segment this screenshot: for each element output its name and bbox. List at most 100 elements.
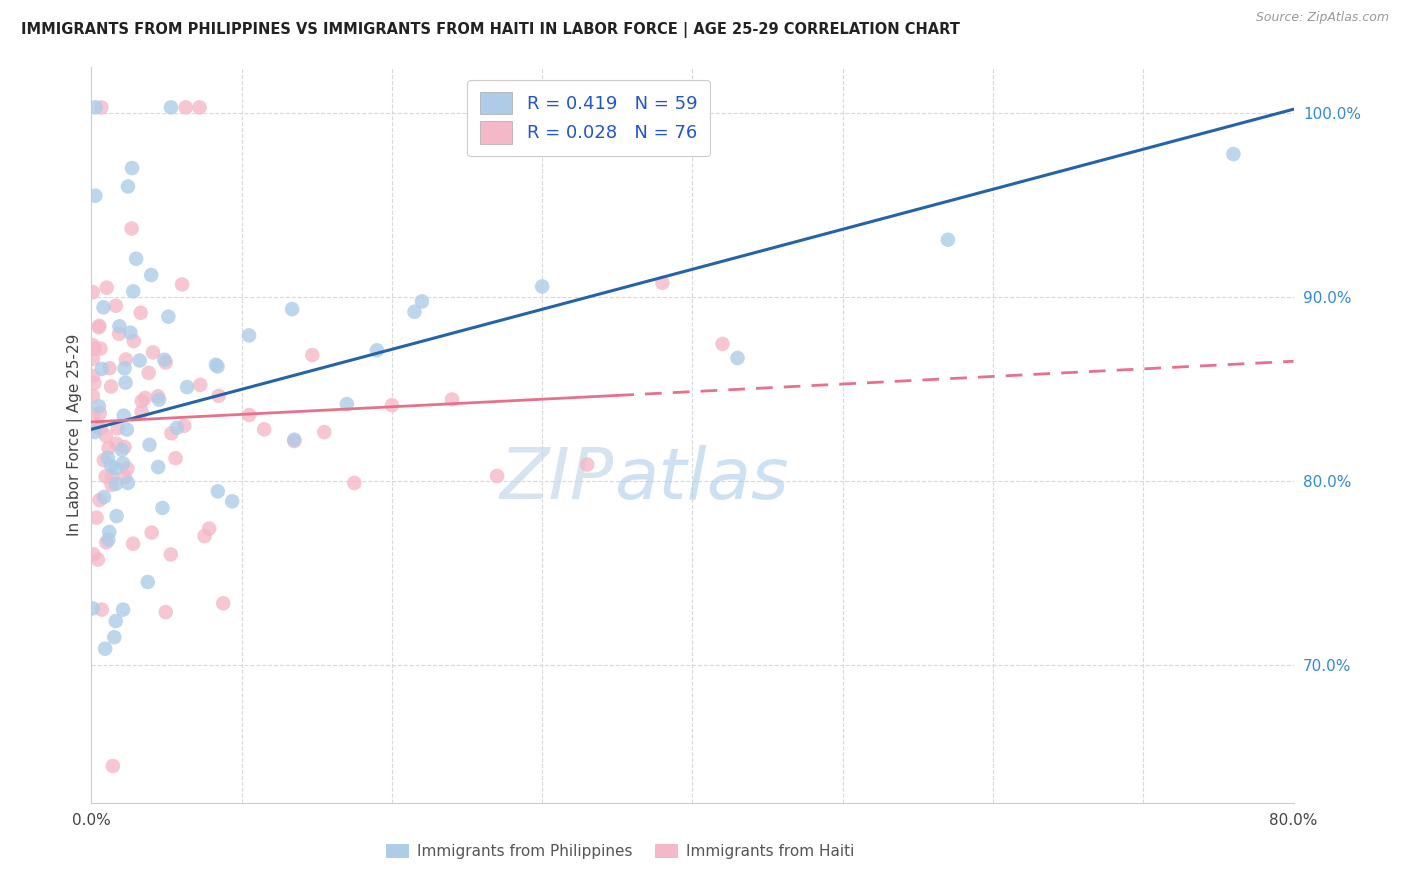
Point <box>105 509 128 524</box>
Point <box>112 602 135 616</box>
Point <box>114 361 136 376</box>
Text: IMMIGRANTS FROM PHILIPPINES VS IMMIGRANTS FROM HAITI IN LABOR FORCE | AGE 25-29 : IMMIGRANTS FROM PHILIPPINES VS IMMIGRANT… <box>21 22 960 38</box>
Point <box>727 351 749 365</box>
Point <box>238 328 260 343</box>
Point <box>90 362 112 376</box>
Point <box>411 294 433 309</box>
Point <box>122 334 145 348</box>
Text: atlas: atlas <box>614 444 789 514</box>
Point <box>82 601 104 615</box>
Point <box>138 366 160 380</box>
Point <box>108 326 131 341</box>
Point <box>105 436 128 450</box>
Point <box>90 602 112 616</box>
Point <box>301 348 323 362</box>
Point <box>89 493 111 508</box>
Point <box>89 318 111 333</box>
Point <box>86 510 108 524</box>
Point <box>114 440 136 454</box>
Point <box>128 353 150 368</box>
Point <box>82 351 104 366</box>
Point <box>100 469 122 483</box>
Point <box>155 605 177 619</box>
Point <box>94 429 117 443</box>
Point <box>93 490 115 504</box>
Point <box>174 100 197 114</box>
Point <box>142 345 165 359</box>
Point <box>97 533 120 547</box>
Point <box>283 434 305 448</box>
Point <box>404 305 426 319</box>
Point <box>343 475 366 490</box>
Point <box>131 405 153 419</box>
Point <box>138 438 160 452</box>
Point <box>89 342 111 356</box>
Point <box>238 408 260 422</box>
Point <box>94 469 117 483</box>
Point <box>283 433 305 447</box>
Point <box>86 420 108 434</box>
Point <box>486 469 509 483</box>
Point <box>159 548 181 562</box>
Point <box>576 458 599 472</box>
Point <box>98 361 121 376</box>
Point <box>198 522 221 536</box>
Point <box>117 461 139 475</box>
Point <box>120 326 142 340</box>
Point <box>152 500 174 515</box>
Y-axis label: In Labor Force | Age 25-29: In Labor Force | Age 25-29 <box>67 334 83 536</box>
Point <box>146 389 169 403</box>
Point <box>84 100 107 114</box>
Point <box>93 453 115 467</box>
Point <box>193 529 215 543</box>
Point <box>121 161 143 175</box>
Point <box>97 450 120 465</box>
Point <box>82 338 104 352</box>
Point <box>82 285 104 300</box>
Point <box>207 484 229 499</box>
Point <box>96 535 118 549</box>
Point <box>82 548 104 562</box>
Point <box>114 470 136 484</box>
Point <box>208 389 231 403</box>
Point <box>314 425 336 439</box>
Point <box>117 475 139 490</box>
Point <box>87 320 110 334</box>
Point <box>87 399 110 413</box>
Point <box>96 280 118 294</box>
Point <box>131 394 153 409</box>
Point <box>141 525 163 540</box>
Point <box>112 456 135 470</box>
Point <box>122 536 145 550</box>
Point <box>87 552 110 566</box>
Point <box>84 425 107 439</box>
Point <box>83 342 105 356</box>
Point <box>122 285 145 299</box>
Point <box>121 221 143 235</box>
Point <box>90 421 112 435</box>
Point <box>111 442 134 457</box>
Legend: Immigrants from Philippines, Immigrants from Haiti: Immigrants from Philippines, Immigrants … <box>380 838 860 865</box>
Point <box>104 461 127 475</box>
Point <box>125 252 148 266</box>
Point <box>83 376 105 391</box>
Point <box>155 355 177 369</box>
Point <box>281 302 304 317</box>
Point <box>100 459 122 474</box>
Point <box>440 392 463 407</box>
Point <box>205 358 228 372</box>
Point <box>253 422 276 436</box>
Point <box>148 392 170 407</box>
Point <box>112 409 135 423</box>
Point <box>711 337 734 351</box>
Point <box>176 380 198 394</box>
Point <box>651 276 673 290</box>
Point <box>160 100 183 114</box>
Point <box>104 614 127 628</box>
Point <box>188 377 211 392</box>
Point <box>188 100 211 114</box>
Point <box>381 398 404 412</box>
Point <box>160 426 183 441</box>
Point <box>221 494 243 508</box>
Point <box>153 352 176 367</box>
